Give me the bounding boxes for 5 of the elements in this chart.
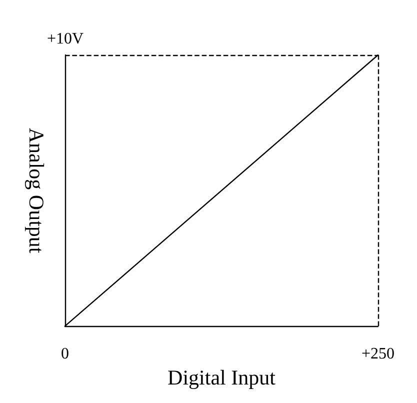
x-tick-label: +250	[361, 346, 395, 363]
x-tick-label: 0	[61, 346, 69, 363]
x-axis-title: Digital Input	[168, 366, 276, 390]
y-axis-title: Analog Output	[24, 128, 48, 254]
text: +10V	[47, 30, 84, 48]
